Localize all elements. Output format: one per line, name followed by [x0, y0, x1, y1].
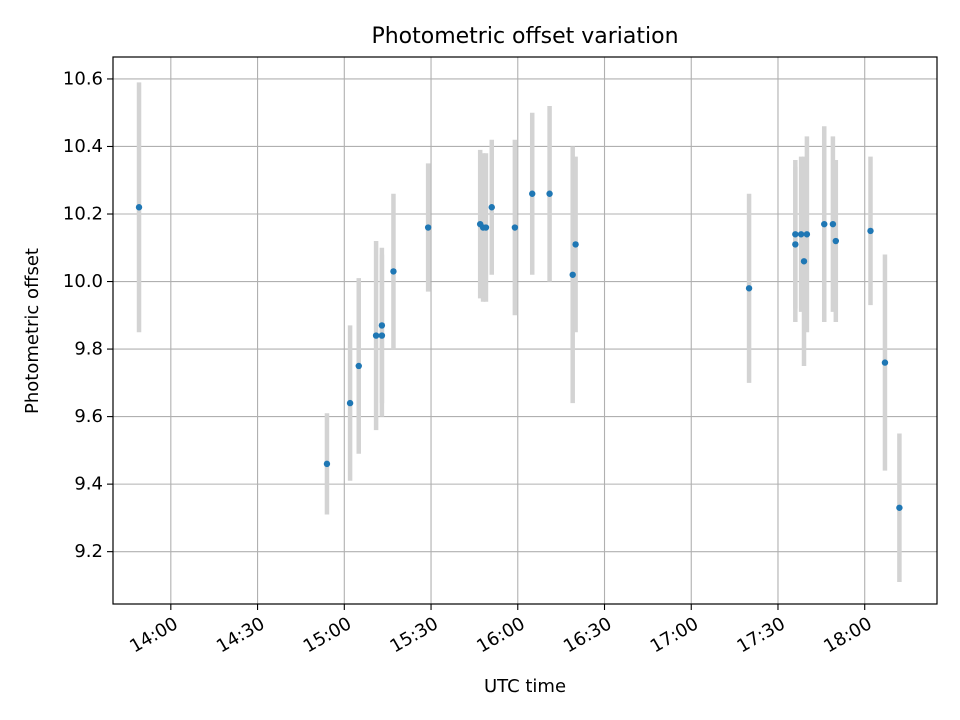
data-point: [792, 241, 799, 248]
data-point: [546, 190, 553, 197]
data-point: [821, 220, 828, 228]
y-tick-label: 10.2: [63, 204, 103, 225]
data-point: [572, 241, 579, 248]
plot-area-frame: [112, 56, 938, 605]
y-tick-label: 9.4: [74, 474, 103, 495]
y-axis: 9.2 9.4 9.6 9.8 10.0 10.2 10.4 10.6: [63, 68, 113, 562]
data-point: [346, 399, 354, 407]
data-point: [745, 285, 753, 292]
data-point: [135, 204, 143, 211]
data-point: [867, 227, 874, 235]
data-point: [529, 190, 536, 197]
data-point: [372, 332, 380, 339]
data-point: [800, 258, 808, 265]
y-tick-label: 10.4: [63, 136, 103, 157]
chart-title: Photometric offset variation: [371, 24, 678, 49]
data-point: [390, 268, 397, 275]
x-axis-label: UTC time: [484, 676, 566, 697]
data-point: [323, 460, 331, 468]
y-axis-label: Photometric offset: [22, 248, 43, 414]
data-point: [488, 204, 495, 211]
data-point: [829, 220, 837, 228]
data-point: [792, 231, 799, 238]
data-point: [378, 322, 386, 329]
data-point: [881, 359, 889, 366]
y-tick-label: 10.0: [63, 271, 103, 292]
data-point: [797, 231, 805, 238]
data-point: [378, 332, 386, 339]
data-point: [482, 224, 490, 231]
y-tick-label: 9.6: [74, 406, 103, 427]
y-tick-label: 9.8: [74, 339, 103, 360]
y-tick-label: 10.6: [63, 68, 103, 89]
data-point: [832, 237, 840, 245]
data-point: [511, 224, 519, 231]
data-point: [896, 504, 903, 511]
data-point: [355, 362, 362, 370]
data-point: [803, 231, 811, 238]
data-point-layer: [135, 190, 903, 511]
data-point: [424, 224, 432, 231]
y-tick-label: 9.2: [74, 541, 103, 562]
data-point: [569, 271, 576, 278]
